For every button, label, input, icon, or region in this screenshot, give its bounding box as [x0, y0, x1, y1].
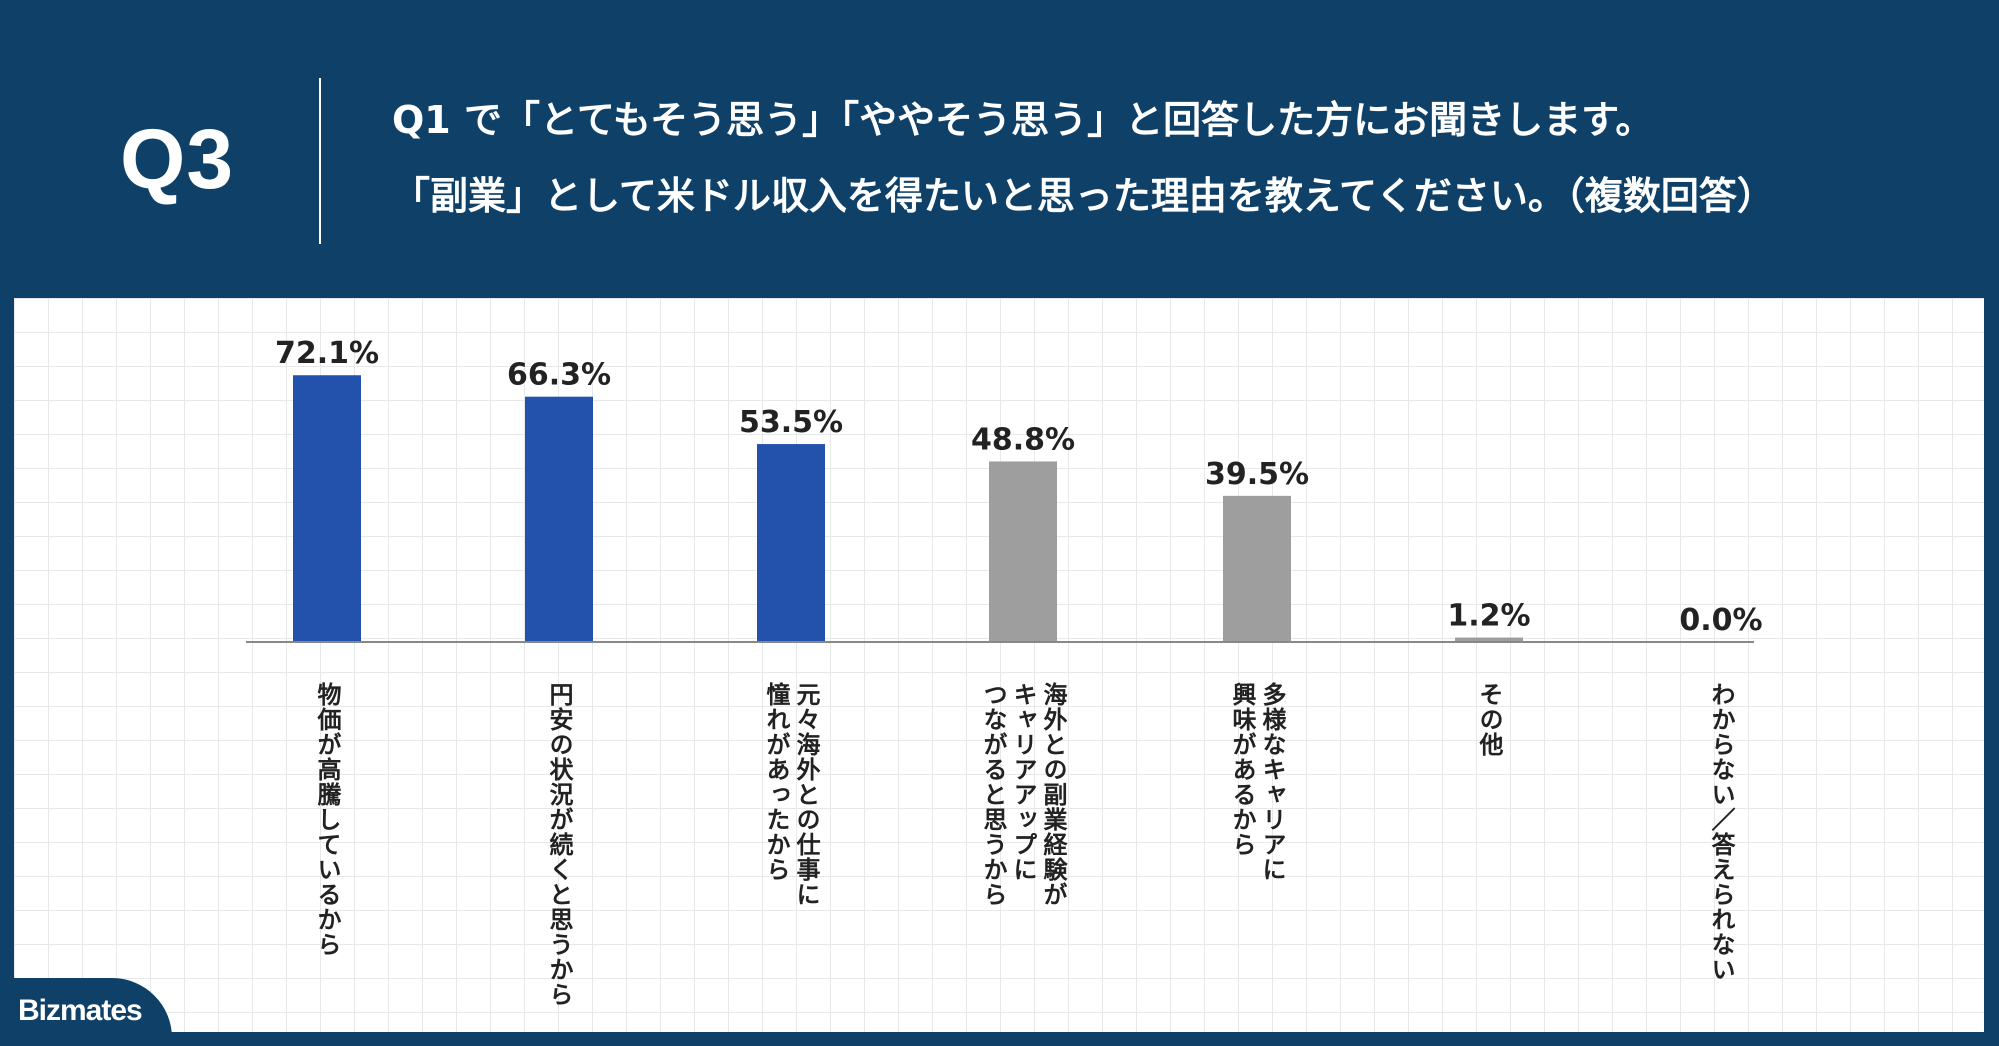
- category-label-5: 多様なキャリアに 興味があるから: [1228, 682, 1286, 882]
- category-label-7: わからない／答えられない: [1707, 682, 1735, 982]
- category-label-2: 円安の状況が続くと思うから: [545, 682, 573, 1007]
- question-header: Q3 Q1 で「とてもそう思う」「ややそう思う」と回答した方にお聞きします。 「…: [0, 0, 1999, 298]
- category-label-1: 物価が高騰しているから: [313, 682, 341, 957]
- question-number: Q3: [120, 112, 235, 206]
- header-divider: [319, 78, 321, 244]
- value-label-3: 53.5%: [739, 405, 843, 440]
- category-label-4: 海外との副業経験が キャリアアップに つながると思うから: [979, 682, 1067, 907]
- category-label-6: その他: [1475, 682, 1503, 757]
- question-text-line-2: 「副業」として米ドル収入を得たいと思った理由を教えてください。（複数回答）: [392, 174, 1775, 218]
- bar-4: [989, 461, 1057, 642]
- bar-2: [525, 396, 593, 642]
- category-label-3: 元々海外との仕事に 憧れがあったから: [762, 682, 820, 907]
- value-label-5: 39.5%: [1205, 457, 1309, 492]
- bar-1: [293, 375, 361, 642]
- question-text-line-1: Q1 で「とてもそう思う」「ややそう思う」と回答した方にお聞きします。: [392, 98, 1654, 142]
- value-label-1: 72.1%: [275, 336, 379, 371]
- bar-6: [1455, 637, 1523, 642]
- logo-tab: Bizmates: [0, 978, 172, 1046]
- bar-chart: 72.1% 66.3% 53.5% 48.8% 39.5% 1.2% 0.0%: [246, 336, 1763, 643]
- value-label-2: 66.3%: [507, 358, 611, 393]
- value-label-6: 1.2%: [1447, 599, 1530, 634]
- bar-5: [1223, 495, 1291, 642]
- bizmates-logo: Bizmates: [18, 994, 143, 1027]
- value-label-4: 48.8%: [971, 422, 1075, 457]
- value-label-7: 0.0%: [1679, 603, 1762, 638]
- bar-3: [757, 444, 825, 642]
- chart-panel: 72.1% 66.3% 53.5% 48.8% 39.5% 1.2% 0.0% 物価が高騰し…: [14, 298, 1984, 1032]
